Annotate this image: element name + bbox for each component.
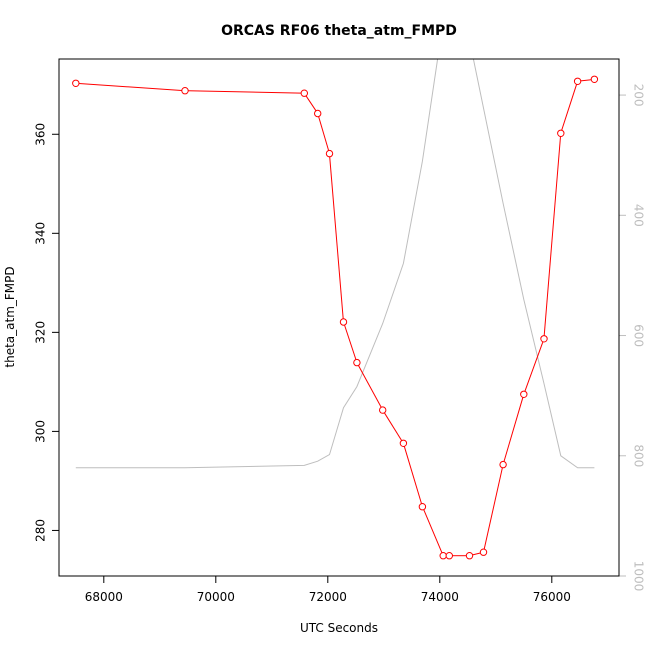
series-segment: [423, 509, 443, 553]
data-point: [439, 552, 447, 560]
data-point: [399, 439, 408, 447]
y2-tick-label: 800: [632, 444, 646, 467]
data-point: [499, 460, 507, 469]
series-segment: [305, 95, 317, 112]
y2-tick-label: 400: [632, 204, 646, 227]
data-point: [72, 79, 80, 88]
series-segment: [524, 341, 544, 392]
plot-frame: [58, 58, 620, 577]
data-point: [520, 390, 528, 398]
data-point: [445, 552, 453, 560]
series-segment: [503, 397, 524, 462]
data-point: [314, 109, 322, 118]
series-segment: [543, 136, 561, 336]
series-segment: [561, 84, 578, 131]
series-segment: [483, 467, 503, 550]
data-point: [181, 87, 189, 95]
data-point: [325, 149, 334, 158]
data-point: [557, 129, 565, 138]
x-tick-label: 74000: [421, 590, 459, 604]
series-segment: [318, 116, 330, 151]
y2-tick-label: 200: [632, 84, 646, 107]
data-point: [540, 335, 548, 343]
x-tick-label: 70000: [197, 590, 235, 604]
series-segment: [357, 365, 382, 408]
y2-tick-label: 600: [632, 324, 646, 347]
y-tick-label: 340: [34, 222, 48, 245]
data-point: [479, 548, 488, 556]
series-segment: [383, 412, 403, 441]
data-point: [465, 552, 474, 560]
data-point: [353, 358, 361, 367]
data-point: [573, 77, 582, 86]
y-tick-label: 300: [34, 420, 48, 443]
series-segment: [344, 324, 357, 360]
series-segment: [188, 90, 302, 94]
x-tick-label: 76000: [533, 590, 571, 604]
series-segment: [329, 156, 344, 319]
y-tick-label: 360: [34, 123, 48, 146]
y-tick-label: 280: [34, 519, 48, 542]
series-segment: [472, 552, 481, 556]
data-point: [418, 503, 427, 511]
series-segment: [580, 79, 592, 82]
x-axis-label: UTC Seconds: [300, 621, 378, 635]
y-tick-label: 320: [34, 321, 48, 344]
data-point: [590, 75, 599, 84]
chart-title: ORCAS RF06 theta_atm_FMPD: [221, 23, 457, 39]
x-tick-label: 68000: [85, 590, 123, 604]
series-layer: [72, 58, 599, 560]
data-point: [339, 318, 348, 326]
series-segment: [78, 83, 182, 91]
right-axis-series-line: [75, 58, 595, 469]
x-tick-label: 72000: [309, 590, 347, 604]
data-point: [379, 406, 387, 414]
series-segment: [403, 446, 422, 504]
data-point: [300, 89, 308, 97]
y2-tick-label: 1000: [632, 561, 646, 592]
y-axis-label: theta_atm_FMPD: [3, 266, 17, 367]
